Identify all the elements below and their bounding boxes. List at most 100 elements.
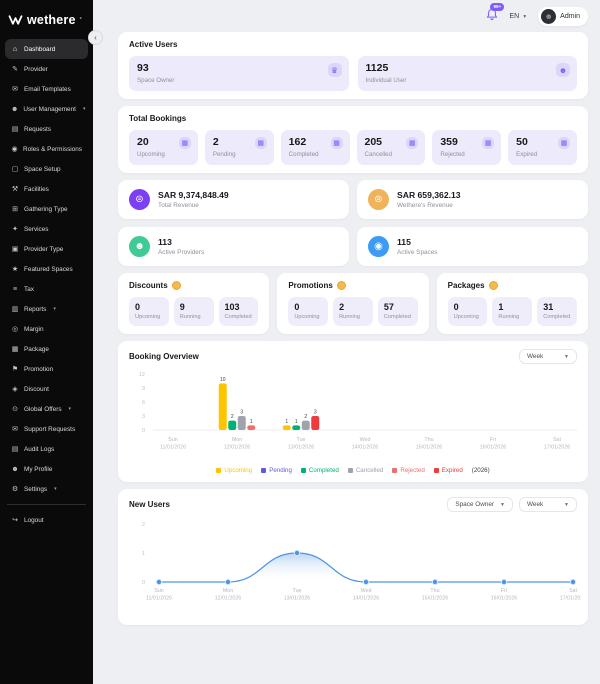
sidebar-item-global-offers[interactable]: ⊙Global Offers▾ bbox=[5, 399, 88, 419]
legend-label: Rejected bbox=[400, 467, 424, 474]
sidebar-item-support-requests[interactable]: ✉Support Requests bbox=[5, 419, 88, 439]
sidebar-item-facilities[interactable]: ⚒Facilities bbox=[5, 179, 88, 199]
coin-icon bbox=[172, 281, 181, 290]
language-selector[interactable]: EN ▼ bbox=[509, 13, 527, 20]
sidebar-item-package[interactable]: ▦Package bbox=[5, 339, 88, 359]
promotion-icon: ⚑ bbox=[11, 365, 19, 373]
calendar-icon: ▦ bbox=[179, 137, 191, 149]
svg-text:2: 2 bbox=[304, 414, 307, 420]
sidebar-item-audit-logs[interactable]: ▤Audit Logs bbox=[5, 439, 88, 459]
new-users-title: New Users bbox=[129, 500, 170, 509]
svg-text:Sat: Sat bbox=[569, 588, 577, 594]
tile-label: Running bbox=[180, 314, 208, 320]
promo-card-title: Promotions bbox=[288, 281, 332, 290]
global-offers-icon: ⊙ bbox=[11, 405, 19, 413]
logo: wethere ° bbox=[0, 0, 93, 37]
legend-item-pending[interactable]: Pending bbox=[261, 467, 292, 474]
sidebar-item-label: Promotion bbox=[24, 366, 53, 373]
legend-item-upcoming[interactable]: Upcoming bbox=[216, 467, 252, 474]
promo-card-packages: Packages0Upcoming1Running31Completed bbox=[437, 273, 588, 334]
sidebar-item-provider-type[interactable]: ▣ Provider Type bbox=[5, 239, 88, 259]
tile-value: 93 bbox=[137, 62, 341, 74]
legend-swatch bbox=[261, 468, 266, 473]
sidebar-item-my-profile[interactable]: ☻My Profile bbox=[5, 459, 88, 479]
sidebar-item-tax[interactable]: ≡Tax bbox=[5, 279, 88, 299]
svg-text:17/01/2026: 17/01/2026 bbox=[544, 445, 571, 451]
promo-tiles: 0Upcoming2Running57Completed bbox=[288, 297, 417, 326]
sidebar-item-label: Dashboard bbox=[24, 46, 55, 53]
svg-text:16/01/2026: 16/01/2026 bbox=[491, 596, 518, 602]
stat-tile: 0Upcoming bbox=[129, 297, 169, 326]
tile-value: 57 bbox=[384, 302, 412, 312]
legend-swatch bbox=[301, 468, 306, 473]
legend-item-completed[interactable]: Completed bbox=[301, 467, 339, 474]
sidebar-item-label: My Profile bbox=[24, 466, 52, 473]
sidebar-item-roles-permissions[interactable]: ◉Roles & Permissions bbox=[5, 139, 88, 159]
sidebar-item-dashboard[interactable]: ⌂Dashboard bbox=[5, 39, 88, 59]
sidebar-item-gathering-type[interactable]: ⊞ Gathering Type bbox=[5, 199, 88, 219]
sidebar-item-label: Roles & Permissions bbox=[23, 146, 82, 153]
svg-text:11/01/2026: 11/01/2026 bbox=[146, 596, 172, 602]
tile-label: Individual User bbox=[366, 77, 570, 84]
tile-label: Upcoming bbox=[135, 314, 163, 320]
user-menu[interactable]: ☻ Admin bbox=[538, 7, 588, 26]
sidebar-collapse-button[interactable]: ‹ bbox=[88, 30, 103, 45]
svg-text:14/01/2026: 14/01/2026 bbox=[352, 445, 379, 451]
featured-spaces-icon: ★ bbox=[11, 265, 19, 273]
provider-type-icon: ▣ bbox=[11, 245, 19, 253]
svg-text:Mon: Mon bbox=[232, 437, 242, 443]
selected-user-type: Space Owner bbox=[455, 501, 494, 508]
sidebar-item-promotion[interactable]: ⚑ Promotion bbox=[5, 359, 88, 379]
chevron-down-icon: ▾ bbox=[54, 486, 57, 492]
chevron-down-icon: ▼ bbox=[500, 502, 505, 508]
sidebar-item-requests[interactable]: ▤Requests bbox=[5, 119, 88, 139]
stat-value: 115 bbox=[397, 237, 438, 247]
sidebar-item-label: Featured Spaces bbox=[24, 266, 73, 273]
tile-label: Upcoming bbox=[294, 314, 322, 320]
sidebar-item-provider[interactable]: ✎Provider bbox=[5, 59, 88, 79]
sidebar-item-space-setup[interactable]: ▢Space Setup bbox=[5, 159, 88, 179]
stat-card: ☻113Active Providers bbox=[118, 227, 349, 266]
stat-label: Active Spaces bbox=[397, 249, 438, 256]
new-users-type-select[interactable]: Space Owner ▼ bbox=[447, 497, 513, 512]
svg-text:Tue: Tue bbox=[293, 588, 302, 594]
sidebar-item-services[interactable]: ✦Services bbox=[5, 219, 88, 239]
sidebar-item-featured-spaces[interactable]: ★ Featured Spaces bbox=[5, 259, 88, 279]
legend-label: Completed bbox=[309, 467, 339, 474]
legend-item-cancelled[interactable]: Cancelled bbox=[348, 467, 384, 474]
sidebar-item-label: Gathering Type bbox=[24, 206, 68, 213]
stat-tile: 0Upcoming bbox=[448, 297, 488, 326]
notifications-button[interactable]: 99+ bbox=[486, 8, 498, 26]
stat-value: SAR 9,374,848.49 bbox=[158, 190, 229, 200]
sidebar-item-reports[interactable]: ▥Reports▾ bbox=[5, 299, 88, 319]
sidebar-item-email-templates[interactable]: ✉Email Templates bbox=[5, 79, 88, 99]
sidebar-item-discount[interactable]: ◈Discount bbox=[5, 379, 88, 399]
stat-tile: 359Rejected▦ bbox=[432, 130, 501, 165]
sidebar-item-user-management[interactable]: ☻User Management▾ bbox=[5, 99, 88, 119]
stat-tile: 31Completed bbox=[537, 297, 577, 326]
promo-card-head: Packages bbox=[448, 281, 577, 290]
svg-text:12: 12 bbox=[139, 372, 145, 378]
new-users-period-select[interactable]: Week ▼ bbox=[519, 497, 577, 512]
stat-text: SAR 9,374,848.49Total Revenue bbox=[158, 190, 229, 210]
tile-label: Completed bbox=[289, 151, 342, 158]
sidebar-item-logout[interactable]: ↪Logout bbox=[5, 510, 88, 530]
stat-tile: 0Upcoming bbox=[288, 297, 328, 326]
chevron-down-icon: ▾ bbox=[53, 306, 56, 312]
coin-icon: ⊜ bbox=[129, 189, 150, 210]
legend-item-expired[interactable]: Expired bbox=[434, 467, 463, 474]
coin-icon: ⊜ bbox=[368, 189, 389, 210]
sidebar-item-label: Provider Type bbox=[24, 246, 63, 253]
stat-card: ⊜SAR 659,362.13Wethere's Revenue bbox=[357, 180, 588, 219]
booking-overview-period-select[interactable]: Week ▼ bbox=[519, 349, 577, 364]
sidebar-item-margin[interactable]: ◎Margin bbox=[5, 319, 88, 339]
legend-swatch bbox=[216, 468, 221, 473]
sidebar-item-settings[interactable]: ⚙Settings▾ bbox=[5, 479, 88, 499]
sidebar-item-label: Email Templates bbox=[24, 86, 71, 93]
legend-item-rejected[interactable]: Rejected bbox=[392, 467, 424, 474]
svg-text:Thu: Thu bbox=[430, 588, 439, 594]
svg-text:0: 0 bbox=[142, 428, 145, 434]
main-content: Active Users 93Space Owner♛1125Individua… bbox=[93, 0, 600, 684]
stat-tile: 93Space Owner♛ bbox=[129, 56, 349, 91]
gathering-type-icon: ⊞ bbox=[11, 205, 19, 213]
